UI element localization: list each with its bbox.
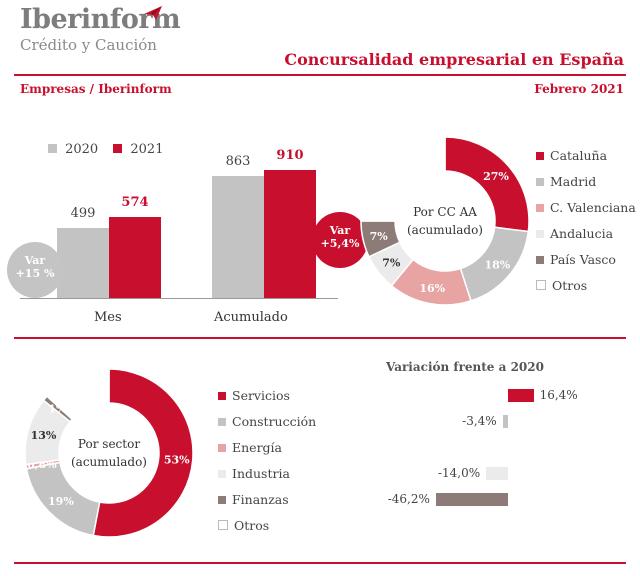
legend-label: Otros (234, 518, 270, 533)
slice-label-andalucia: 7% (382, 257, 401, 270)
legend-item-pa-s-vasco: País Vasco (536, 252, 636, 278)
legend-item-construcci-n: Construcción (218, 414, 316, 440)
donut-sector: 53%19%0,8%13%1% Por sector (acumulado) (24, 368, 194, 538)
slice-label-pa-s-vasco: 7% (370, 230, 389, 243)
variation-mes-line2: +15 % (15, 267, 55, 280)
variation-bar-servicios (508, 389, 534, 402)
variation-bar-industria (486, 467, 508, 480)
footer-rule (14, 562, 626, 564)
bar-value-2021-acumulado: 910 (276, 147, 304, 163)
bar-category-acumulado: Acumulado (214, 310, 288, 325)
variation-value-servicios: 16,4% (539, 388, 578, 402)
legend-label: Industria (232, 466, 290, 481)
slice-label-c-valenciana: 16% (419, 282, 445, 295)
legend-swatch (218, 496, 226, 504)
legend-item-otros: Otros (218, 518, 316, 544)
legend-label: Finanzas (232, 492, 289, 507)
variation-mes-line1: Var (24, 254, 46, 267)
legend-swatch (536, 152, 544, 160)
legend-label: Energía (232, 440, 282, 455)
donut-ccaa: 27% 18% 16% 7% 7% Por CC AA (acumulado) (360, 136, 530, 306)
slice-otros (360, 136, 446, 222)
legend-item-catalu-a: Cataluña (536, 148, 636, 174)
legend-item-finanzas: Finanzas (218, 492, 316, 518)
legend-item-madrid: Madrid (536, 174, 636, 200)
legend-label: Otros (552, 278, 588, 293)
legend-label-2021: 2021 (130, 142, 164, 157)
page-title: Concursalidad empresarial en España (284, 50, 624, 69)
variation-value-construcci-n: -3,4% (462, 414, 497, 428)
legend-label: Cataluña (550, 148, 608, 163)
bar-category-mes: Mes (94, 310, 122, 325)
bar-2020-acumulado (212, 176, 264, 298)
slice-servicios (92, 368, 194, 538)
variation-value-industria: -14,0% (437, 466, 481, 480)
variation-bubble-acumulado: Var +5,4% (312, 212, 368, 268)
bar-legend: 2020 2021 (48, 138, 163, 157)
legend-swatch (218, 392, 226, 400)
slice-label-construcci-n: 19% (48, 495, 74, 508)
slice-label-madrid: 18% (485, 258, 511, 271)
legend-label: Andalucia (550, 226, 614, 241)
legend-label-2020: 2020 (65, 142, 99, 157)
ccaa-legend: Cataluña Madrid C. Valenciana Andalucia País… (536, 148, 636, 304)
legend-swatch (536, 178, 544, 186)
legend-label: C. Valenciana (550, 200, 636, 215)
variation-bar-construcci-n (502, 415, 508, 428)
legend-swatch (536, 204, 544, 212)
legend-swatch (536, 280, 546, 290)
middle-rule (14, 337, 626, 339)
legend-swatch (536, 256, 544, 264)
legend-item-otros: Otros (536, 278, 636, 304)
legend-label: Construcción (232, 414, 317, 429)
source-label: Empresas / Iberinform (20, 82, 172, 96)
legend-item-andalucia: Andalucia (536, 226, 636, 252)
legend-label: Madrid (550, 174, 597, 189)
bar-value-2020-acumulado: 863 (225, 154, 251, 170)
slice-label-catalu-a: 27% (483, 170, 509, 183)
slice-otros (45, 368, 110, 421)
slice-label-servicios: 53% (164, 453, 190, 466)
legend-item-energ-a: Energía (218, 440, 316, 466)
legend-swatch (536, 230, 544, 238)
variation-title: Variación frente a 2020 (386, 360, 544, 374)
legend-swatch-2021 (113, 144, 123, 153)
legend-swatch-2020 (48, 144, 57, 153)
variation-bubble-mes: Var +15 % (7, 242, 63, 298)
donut-sector-center-line2: (acumulado) (71, 455, 147, 469)
legend-item-servicios: Servicios (218, 388, 316, 414)
legend-label: País Vasco (550, 252, 616, 267)
donut-ccaa-center-line1: Por CC AA (413, 205, 477, 219)
bar-2020-mes (57, 227, 109, 298)
bar-value-2021-mes: 574 (121, 195, 149, 211)
plane-icon (144, 6, 162, 20)
legend-swatch (218, 444, 226, 452)
variation-acum-line2: +5,4% (320, 237, 360, 250)
header-rule (14, 74, 626, 76)
slice-label-industria: 13% (31, 429, 57, 442)
bar-value-2020-mes: 499 (70, 205, 96, 221)
donut-ccaa-center-line2: (acumulado) (407, 223, 483, 237)
legend-label: Servicios (232, 388, 290, 403)
donut-sector-center-line1: Por sector (78, 437, 140, 451)
sector-legend: Servicios Construcción Energía Industria Fin… (218, 388, 316, 544)
brand-tagline: Crédito y Caución (20, 36, 157, 54)
bar-axis-line (20, 298, 338, 299)
legend-swatch (218, 520, 228, 530)
legend-swatch (218, 470, 226, 478)
date-label: Febrero 2021 (534, 82, 624, 96)
variation-bar-finanzas (435, 493, 508, 506)
bar-2021-acumulado (264, 169, 316, 298)
legend-item-c-valenciana: C. Valenciana (536, 200, 636, 226)
brand-logo: Iberinform (20, 4, 181, 35)
bar-2021-mes (109, 217, 161, 298)
legend-item-industria: Industria (218, 466, 316, 492)
legend-swatch (218, 418, 226, 426)
variation-value-finanzas: -46,2% (387, 492, 430, 506)
variation-acum-line1: Var (329, 224, 351, 237)
